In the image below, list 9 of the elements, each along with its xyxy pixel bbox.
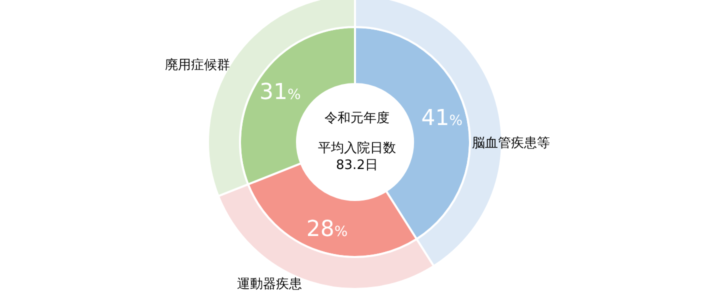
text: 令和元年度 [324, 110, 390, 126]
text: 平均入院日数 [318, 141, 396, 156]
slice-label: 運動器疾患 [237, 277, 302, 292]
data-label: 41% [421, 106, 463, 131]
data-label: 28% [306, 217, 348, 242]
slice-label: 脳血管疾患等 [472, 136, 550, 151]
text: 83.2日 [336, 158, 378, 173]
slice-label: 廃用症候群 [165, 58, 230, 73]
data-label: 31% [259, 80, 301, 106]
